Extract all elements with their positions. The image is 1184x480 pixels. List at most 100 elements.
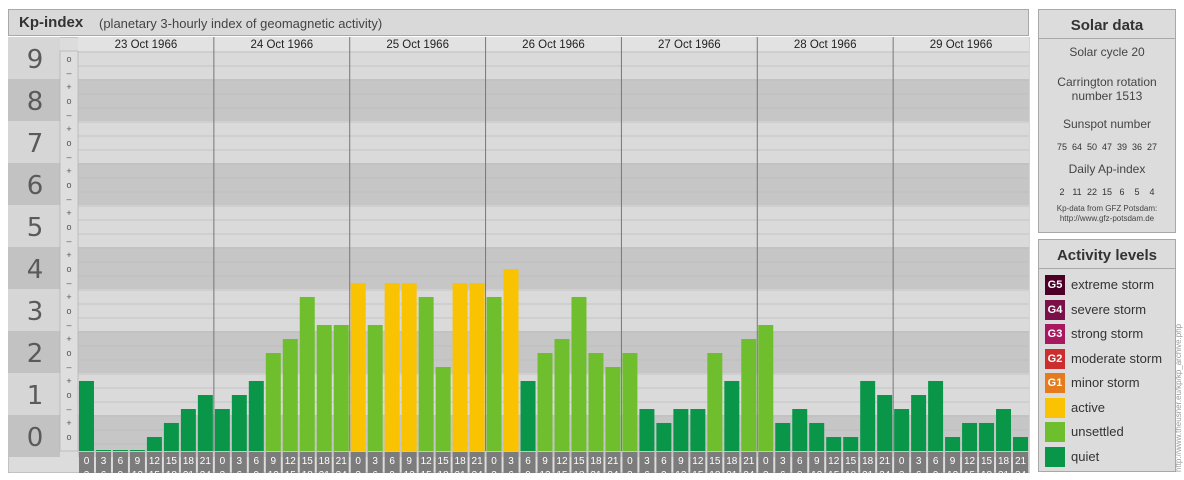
y-tick-label: 8: [27, 87, 44, 117]
y-axis-band: [8, 331, 60, 373]
interval-start-label: 6: [797, 456, 803, 467]
interval-box: [401, 452, 417, 473]
sunspot-value: 36: [1131, 142, 1142, 152]
y-axis-band: [8, 79, 60, 121]
activity-divider: [1039, 268, 1175, 269]
interval-end-label: 18: [438, 470, 450, 473]
interval-box: [248, 452, 264, 473]
kp-bar: [741, 338, 757, 451]
kp-bar: [384, 283, 400, 451]
kp-bar: [1013, 437, 1028, 451]
kp-bar: [656, 422, 672, 451]
interval-box: [843, 452, 859, 473]
interval-start-label: 9: [814, 456, 820, 467]
interval-box: [656, 452, 672, 473]
kp-bar: [860, 380, 876, 451]
interval-end-label: 24: [472, 470, 484, 473]
kp-bar: [214, 409, 230, 451]
pm-tick: –: [66, 236, 71, 246]
kp-band: [78, 289, 1029, 331]
pm-tick: –: [66, 278, 71, 288]
kp-bar: [486, 296, 502, 451]
interval-box: [588, 452, 604, 473]
sunspot-values: 75 64 50 47 39 36 27: [1039, 137, 1175, 152]
interval-start-label: 18: [455, 456, 467, 467]
interval-end-label: 6: [780, 470, 786, 473]
source-line1: Kp-data from GFZ Potsdam:: [1056, 204, 1158, 213]
y-tick-label: 6: [27, 171, 44, 201]
activity-levels-title: Activity levels: [1056, 247, 1158, 264]
kp-bar: [996, 409, 1012, 451]
interval-start-label: 18: [998, 456, 1010, 467]
kp-bar: [979, 422, 995, 451]
pm-tick: –: [66, 152, 71, 162]
pm-tick: +: [66, 418, 71, 428]
interval-start-label: 12: [828, 456, 840, 467]
interval-start-label: 3: [237, 456, 243, 467]
legend-label: active: [1071, 399, 1105, 415]
pm-tick: +: [66, 82, 71, 92]
kp-bar: [231, 395, 247, 451]
kp-bar: [843, 437, 859, 451]
interval-box: [79, 452, 94, 473]
interval-start-label: 6: [661, 456, 667, 467]
interval-start-label: 18: [183, 456, 195, 467]
solar-data-divider: [1039, 38, 1175, 39]
kp-bar: [622, 353, 638, 451]
sunspot-value: 39: [1116, 142, 1127, 152]
legend-swatch: [1045, 397, 1065, 418]
interval-end-label: 12: [675, 470, 687, 473]
legend-label: minor storm: [1071, 375, 1140, 390]
pm-tick: +: [66, 292, 71, 302]
interval-end-label: 15: [692, 470, 704, 473]
day-label: 29 Oct 1966: [930, 39, 993, 51]
interval-box: [180, 452, 196, 473]
pm-tick: o: [66, 54, 71, 64]
pm-tick: +: [66, 250, 71, 260]
interval-box: [911, 452, 927, 473]
interval-end-label: 9: [525, 470, 531, 473]
pm-tick: o: [66, 222, 71, 232]
day-label: 26 Oct 1966: [522, 39, 585, 51]
interval-start-label: 15: [981, 456, 993, 467]
y-axis-band: [8, 289, 60, 331]
legend-label: unsettled: [1071, 424, 1124, 439]
kp-bar: [571, 296, 587, 451]
interval-box: [962, 452, 978, 473]
legend-swatch: G4: [1045, 299, 1065, 320]
interval-start-label: 6: [525, 456, 531, 467]
interval-box: [758, 452, 774, 473]
kp-bar: [673, 409, 689, 451]
pm-tick: o: [66, 138, 71, 148]
interval-box: [214, 452, 230, 473]
interval-end-label: 15: [828, 470, 840, 473]
interval-start-label: 21: [879, 456, 891, 467]
kp-bar: [911, 395, 927, 451]
interval-start-label: 15: [573, 456, 585, 467]
interval-box: [537, 452, 553, 473]
interval-start-label: 6: [389, 456, 395, 467]
kp-bar: [112, 450, 128, 451]
interval-box: [622, 452, 638, 473]
interval-end-label: 9: [118, 470, 124, 473]
kp-bar: [826, 437, 842, 451]
interval-start-label: 15: [845, 456, 857, 467]
interval-end-label: 3: [899, 470, 905, 473]
chart-subtitle: (planetary 3-hourly index of geomagnetic…: [99, 16, 383, 31]
interval-box: [673, 452, 689, 473]
kp-bar: [792, 409, 808, 451]
interval-box: [282, 452, 298, 473]
interval-start-label: 21: [336, 456, 348, 467]
pm-tick: o: [66, 96, 71, 106]
sunspot-value: 47: [1101, 142, 1112, 152]
interval-start-label: 18: [726, 456, 738, 467]
interval-end-label: 18: [709, 470, 721, 473]
interval-box: [945, 452, 961, 473]
interval-box: [231, 452, 247, 473]
pm-tick: –: [66, 404, 71, 414]
interval-end-label: 21: [319, 470, 331, 473]
ap-value: 11: [1072, 187, 1082, 197]
interval-start-label: 12: [421, 456, 433, 467]
pm-tick: –: [66, 320, 71, 330]
